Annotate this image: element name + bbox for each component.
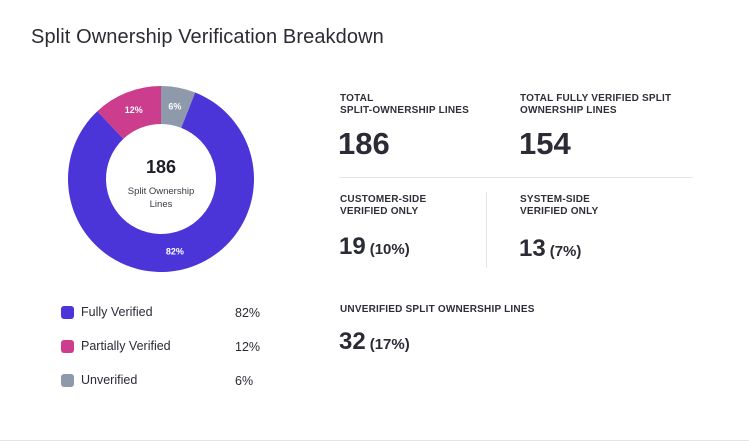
stat-system-side-label-line1: SYSTEM-SIDE	[520, 194, 590, 205]
stat-system-side-label: SYSTEM-SIDE VERIFIED ONLY	[520, 194, 598, 218]
donut-center-label-line2: Lines	[149, 199, 173, 210]
donut-slice-label: 6%	[168, 101, 181, 111]
legend-item-unverified[interactable]: Unverified 6%	[61, 373, 271, 407]
donut-slice-partially-verified[interactable]	[97, 86, 161, 139]
stat-unverified-value: 32	[339, 328, 366, 355]
donut-slice-label: 82%	[166, 247, 184, 257]
stat-system-side-label-line2: VERIFIED ONLY	[520, 206, 599, 217]
stat-fully-verified-value: 154	[519, 126, 571, 161]
legend-swatch-partially-verified	[61, 340, 74, 353]
stat-unverified-percent: (17%)	[369, 336, 410, 353]
stat-unverified-label: UNVERIFIED SPLIT OWNERSHIP LINES	[340, 304, 535, 315]
donut-slice-unverified[interactable]	[161, 86, 196, 128]
stat-customer-side-label-line2: VERIFIED ONLY	[340, 206, 419, 217]
stat-system-side-percent: (7%)	[549, 243, 582, 260]
stat-fully-verified-label: TOTAL FULLY VERIFIED SPLIT OWNERSHIP LIN…	[520, 93, 671, 117]
stat-system-side-value-group: 13 (7%)	[519, 235, 581, 263]
donut-chart: 6% 82% 12%	[68, 86, 254, 272]
chart-legend: Fully Verified 82% Partially Verified 12…	[61, 305, 271, 407]
stat-customer-side-value-group: 19 (10%)	[339, 233, 410, 261]
legend-swatch-fully-verified	[61, 306, 74, 319]
stat-total-label-line1: TOTAL	[340, 93, 374, 104]
donut-center-label-line1: Split Ownership	[127, 186, 195, 197]
donut-center-label: Split Ownership Lines	[68, 185, 254, 211]
stat-total-value: 186	[338, 126, 390, 161]
legend-label: Partially Verified	[81, 339, 171, 353]
stat-customer-side-value: 19	[339, 233, 366, 260]
stat-customer-side-label: CUSTOMER-SIDE VERIFIED ONLY	[340, 194, 426, 218]
donut-slice-fully-verified[interactable]	[68, 92, 254, 272]
stats-divider-horizontal	[339, 177, 693, 178]
legend-percent: 12%	[235, 340, 261, 354]
donut-slice-label: 12%	[125, 105, 143, 115]
stat-total-label: TOTAL SPLIT-OWNERSHIP LINES	[340, 93, 469, 117]
legend-label: Unverified	[81, 373, 138, 387]
stat-unverified-value-group: 32 (17%)	[339, 328, 410, 356]
legend-item-partially-verified[interactable]: Partially Verified 12%	[61, 339, 271, 373]
stat-fully-verified-label-line1: TOTAL FULLY VERIFIED SPLIT	[520, 93, 672, 104]
stat-fully-verified-label-line2: OWNERSHIP LINES	[520, 105, 617, 116]
stat-customer-side-label-line1: CUSTOMER-SIDE	[340, 194, 427, 205]
legend-label: Fully Verified	[81, 305, 153, 319]
legend-swatch-unverified	[61, 374, 74, 387]
stats-divider-vertical	[486, 192, 487, 268]
stat-customer-side-percent: (10%)	[369, 241, 410, 258]
legend-item-fully-verified[interactable]: Fully Verified 82%	[61, 305, 271, 339]
stat-total-label-line2: SPLIT-OWNERSHIP LINES	[340, 105, 470, 116]
card-title: Split Ownership Verification Breakdown	[31, 26, 384, 48]
stat-system-side-value: 13	[519, 235, 546, 262]
legend-percent: 6%	[235, 374, 254, 388]
donut-center-value: 186	[145, 157, 177, 177]
legend-percent: 82%	[235, 306, 261, 320]
